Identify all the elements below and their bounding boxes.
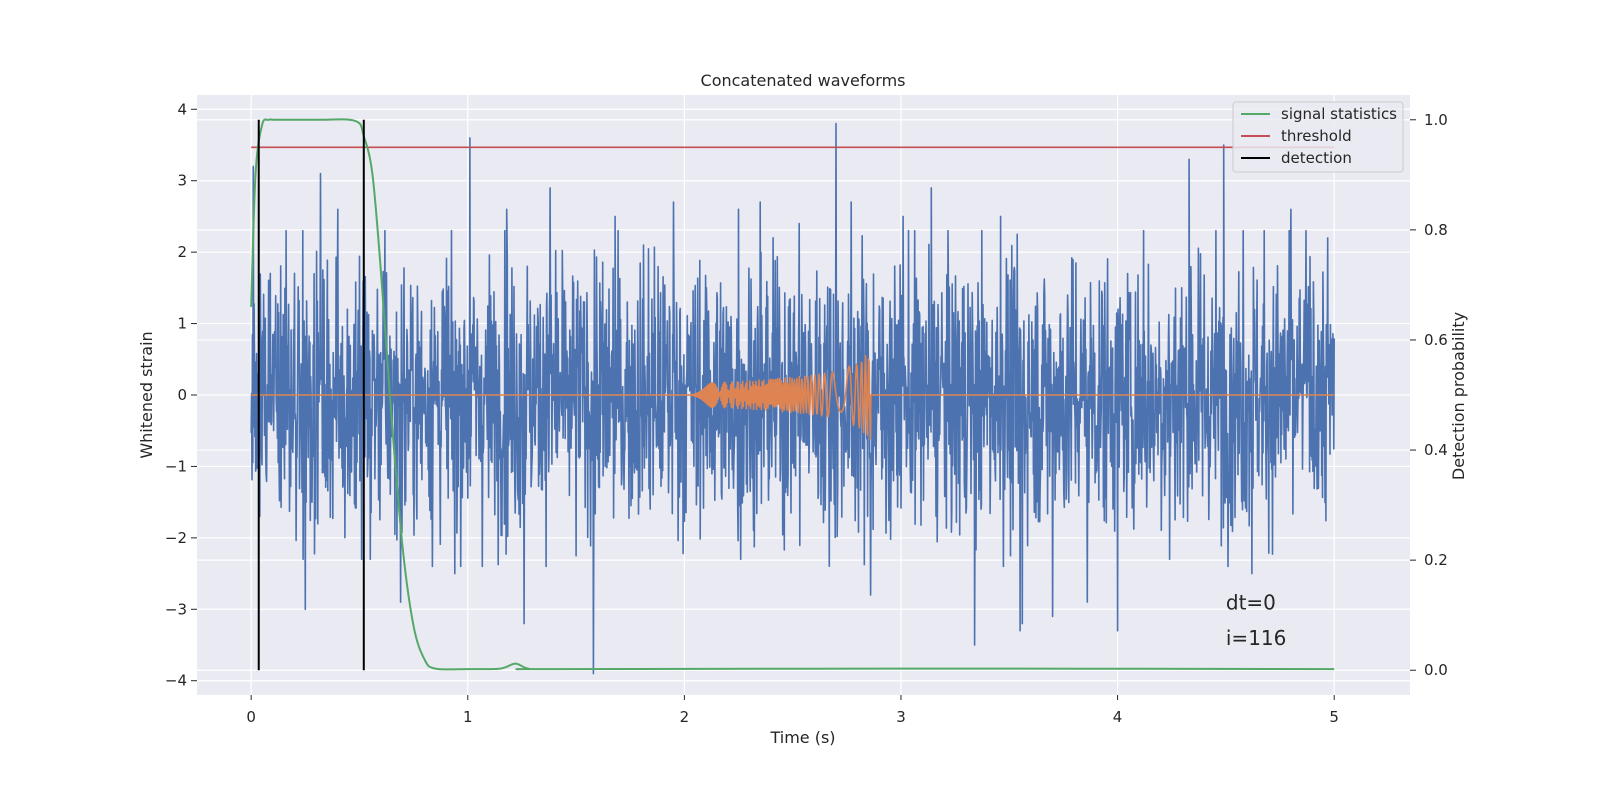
y-tick-label: −3 — [165, 600, 187, 618]
series-whitened-strain — [250, 122, 1335, 675]
y-right-axis-ticks: 0.0 0.2 0.4 0.6 0.8 1.0 — [1410, 111, 1448, 679]
legend-label: threshold — [1281, 127, 1352, 145]
annotation-text: dt=0 — [1226, 590, 1276, 614]
legend-label: signal statistics — [1281, 105, 1397, 123]
x-tick-label: 0 — [246, 708, 256, 726]
series-layer — [250, 118, 1335, 675]
x-tick-label: 1 — [463, 708, 473, 726]
annotations: dt=0 i=116 — [1226, 590, 1287, 650]
y-tick-label: −1 — [165, 457, 187, 475]
annotation-text: i=116 — [1226, 626, 1287, 650]
y-right-tick-label: 0.0 — [1424, 661, 1448, 679]
x-tick-label: 4 — [1113, 708, 1123, 726]
x-axis-label: Time (s) — [769, 728, 835, 747]
y-right-tick-label: 0.4 — [1424, 441, 1448, 459]
y-tick-label: 4 — [177, 100, 187, 118]
y-tick-label: 3 — [177, 172, 187, 190]
series-signal-statistics — [250, 118, 1335, 671]
y-tick-label: 2 — [177, 243, 187, 261]
y-right-tick-label: 0.8 — [1424, 221, 1448, 239]
y-tick-label: −2 — [165, 529, 187, 547]
x-axis-ticks: 0 1 2 3 4 5 — [246, 695, 1339, 726]
x-tick-label: 2 — [680, 708, 690, 726]
y-right-axis-label: Detection probability — [1449, 312, 1468, 480]
x-tick-label: 3 — [896, 708, 906, 726]
y-axis-label: Whitened strain — [137, 331, 156, 458]
y-axis-ticks: −4 −3 −2 −1 0 1 2 3 4 — [165, 100, 197, 690]
legend: signal statistics threshold detection — [1232, 101, 1404, 173]
y-tick-label: −4 — [165, 672, 187, 690]
legend-box — [1232, 101, 1404, 173]
series-injected-waveform — [251, 354, 1335, 440]
y-right-tick-label: 1.0 — [1424, 111, 1448, 129]
y-tick-label: 1 — [177, 315, 187, 333]
y-right-tick-label: 0.6 — [1424, 331, 1448, 349]
chart-title: Concatenated waveforms — [701, 71, 906, 90]
legend-label: detection — [1281, 149, 1352, 167]
y-tick-label: 0 — [177, 386, 187, 404]
x-tick-label: 5 — [1329, 708, 1339, 726]
y-right-tick-label: 0.2 — [1424, 551, 1448, 569]
